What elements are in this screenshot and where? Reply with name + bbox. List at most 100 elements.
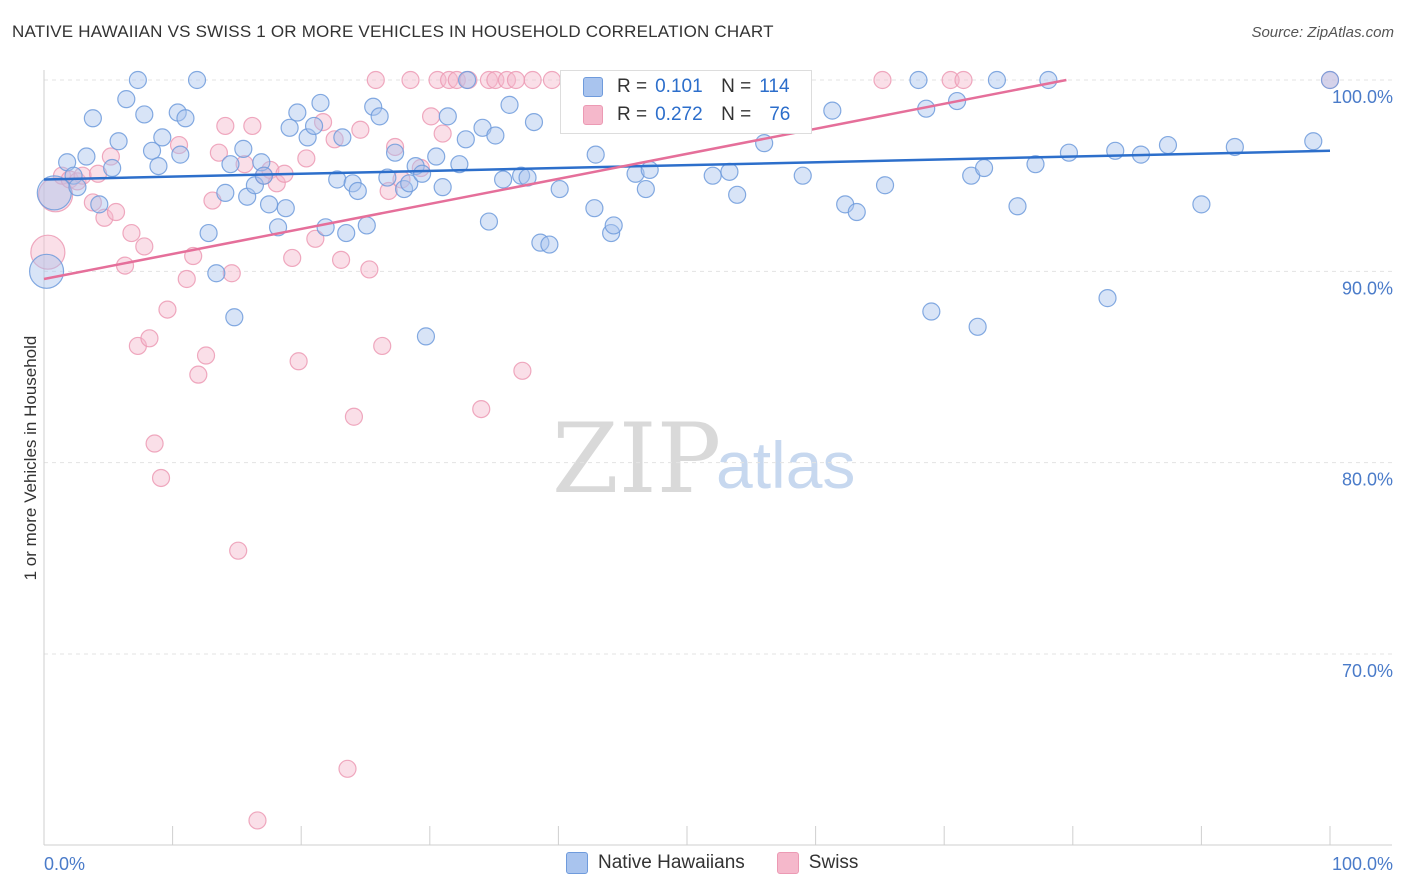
swiss-point: [30, 234, 66, 270]
y-tick-label: 70.0%: [1342, 661, 1393, 681]
native-hawaiian-point: [36, 175, 72, 211]
legend-item-native-hawaiians[interactable]: Native Hawaiians: [566, 852, 745, 874]
swiss-point: [283, 248, 302, 268]
native-hawaiian-point: [968, 317, 987, 336]
swiss-point: [479, 70, 499, 90]
axes: [43, 70, 1392, 846]
swiss-point: [122, 223, 141, 243]
swiss-point: [472, 399, 491, 419]
legend-r-label: R =: [617, 76, 648, 97]
swiss-point: [222, 264, 241, 283]
swiss-point: [433, 124, 452, 143]
swiss-point: [385, 137, 405, 157]
native-hawaiian-point: [333, 128, 352, 147]
native-hawaiian-trend-line: [43, 149, 1331, 181]
native-hawaiian-point: [427, 147, 446, 166]
source-note: Source: ZipAtlas.com: [1251, 24, 1394, 41]
native-hawaiian-point: [311, 93, 330, 113]
native-hawaiian-point: [720, 162, 739, 181]
native-hawaiian-point: [550, 179, 569, 199]
native-hawaiian-point: [456, 130, 475, 149]
native-hawaiian-point: [412, 164, 432, 183]
native-hawaiian-point: [117, 90, 136, 109]
native-hawaiian-point: [276, 199, 295, 218]
native-hawaiian-points: [28, 70, 1340, 346]
y-tick-labels: 70.0% 80.0% 90.0% 100.0%: [1332, 87, 1393, 681]
swiss-point: [344, 407, 364, 426]
chart-title: NATIVE HAWAIIAN VS SWISS 1 OR MORE VEHIC…: [12, 22, 774, 41]
swiss-point: [513, 361, 532, 380]
native-hawaiian-point: [479, 212, 499, 231]
native-hawaiian-point: [142, 141, 162, 160]
native-hawaiian-point: [585, 199, 604, 218]
native-hawaiian-point: [728, 185, 747, 204]
native-hawaiian-point: [216, 183, 235, 202]
swiss-point: [313, 112, 333, 132]
swiss-point: [506, 70, 526, 90]
swiss-point: [954, 70, 973, 90]
native-hawaiian-point: [974, 158, 994, 178]
legend-r-value: 0.101: [655, 76, 703, 97]
native-hawaiian-point: [234, 139, 253, 158]
swiss-point: [331, 250, 351, 269]
swiss-point: [145, 434, 164, 453]
native-hawaiian-point: [636, 179, 655, 199]
x-tick-label: 100.0%: [1332, 854, 1393, 874]
native-hawaiian-point: [298, 128, 317, 147]
swiss-trend-line: [43, 78, 1067, 281]
legend-item-swiss[interactable]: Swiss: [776, 852, 859, 874]
native-hawaiian-point: [128, 70, 147, 90]
native-hawaiian-point: [909, 70, 928, 90]
native-hawaiian-point: [793, 166, 812, 185]
native-hawaiian-point: [90, 195, 109, 214]
swiss-point: [140, 329, 159, 348]
native-hawaiian-point: [703, 166, 722, 185]
native-hawaiian-point: [604, 216, 623, 235]
swiss-point: [366, 70, 385, 90]
native-hawaiian-point: [457, 70, 477, 90]
legend-swatch-pink: [776, 852, 799, 874]
swiss-point: [158, 300, 177, 319]
swiss-point: [360, 260, 379, 279]
native-hawaiian-point: [316, 218, 335, 237]
native-hawaiian-point: [370, 107, 389, 126]
legend-r-value: 0.272: [655, 104, 703, 125]
native-hawaiian-point: [171, 145, 190, 164]
swiss-point: [351, 120, 370, 139]
legend-row-native-hawaiians: R = 0.101 N = 114: [583, 73, 790, 101]
native-hawaiian-point: [1026, 155, 1045, 174]
native-hawaiian-point: [500, 95, 519, 114]
native-hawaiian-point: [394, 179, 414, 199]
native-hawaiian-point: [176, 109, 195, 128]
swiss-point: [542, 70, 562, 90]
watermark-atlas: atlas: [716, 428, 855, 502]
swiss-point: [373, 336, 392, 356]
swiss-point: [401, 70, 420, 90]
native-hawaiian-point: [304, 116, 324, 136]
native-hawaiian-point: [385, 143, 405, 162]
swiss-point: [189, 365, 208, 384]
native-hawaiian-point: [1008, 197, 1027, 216]
native-hawaiian-point: [153, 128, 172, 147]
native-hawaiian-point: [400, 174, 419, 193]
watermark-zip: ZIP: [552, 403, 721, 515]
native-hawaiian-point: [187, 70, 207, 90]
native-hawaiian-point: [512, 166, 531, 185]
native-hawaiian-point: [109, 132, 128, 151]
legend-label: Swiss: [808, 852, 859, 873]
native-hawaiian-point: [280, 118, 299, 137]
legend-r-label: R =: [617, 104, 648, 125]
swiss-point: [169, 135, 189, 155]
native-hawaiian-point: [433, 178, 452, 197]
native-hawaiian-point: [364, 97, 383, 116]
y-axis-label: 1 or more Vehicles in Household: [21, 336, 40, 581]
native-hawaiian-point: [987, 70, 1007, 90]
native-hawaiian-point: [1158, 135, 1178, 155]
native-hawaiian-point: [221, 155, 240, 174]
swiss-point: [216, 116, 235, 136]
swiss-point: [338, 759, 357, 778]
swiss-point: [229, 541, 248, 560]
native-hawaiian-point: [1059, 143, 1079, 162]
native-hawaiian-point: [337, 223, 356, 243]
